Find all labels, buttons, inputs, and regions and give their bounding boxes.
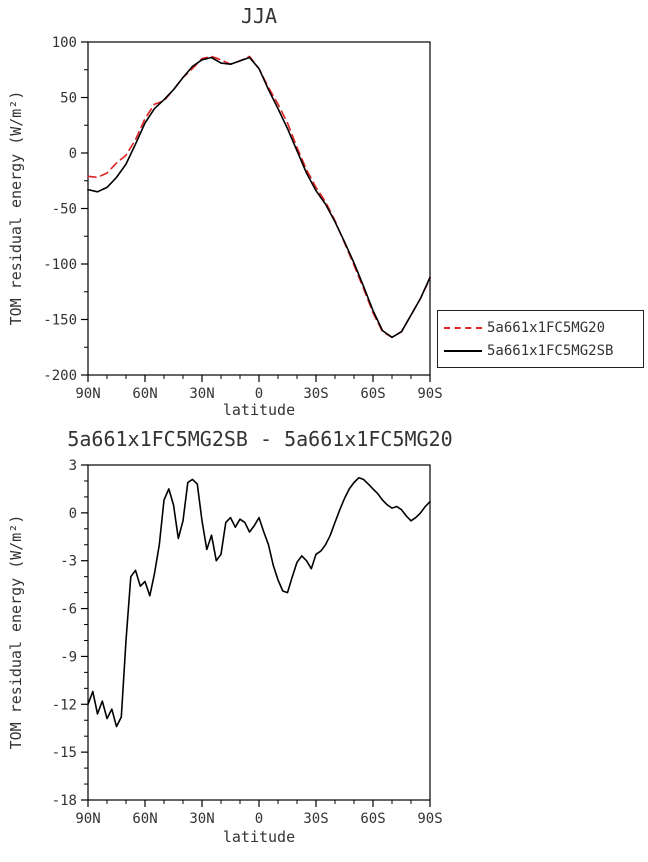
x-tick-label: 90N [75,811,100,827]
difference-x-axis-label: latitude [222,828,296,846]
y-tick-label: -15 [52,745,77,761]
series-line [87,476,431,728]
jja-x-axis-label: latitude [222,401,296,419]
y-tick-label: -50 [52,202,77,218]
x-tick-label: 30N [189,811,214,827]
legend-item-mg20: 5a661x1FC5MG20 [444,320,643,336]
difference-plot-canvas: 90N 60N 30N 0 30S 60S 90S 3 0 -3 -6 -9 -12 -15 -18 [52,458,443,827]
x-tick-label: 30N [189,386,214,402]
y-tick-label: 0 [69,146,77,162]
y-tick-label: -3 [60,554,77,570]
series-line [87,56,431,339]
legend-label-mg2sb: 5a661x1FC5MG2SB [487,342,614,359]
y-tick-label: 100 [52,35,77,51]
y-tick-label: -150 [43,313,77,329]
legend: 5a661x1FC5MG20 5a661x1FC5MG2SB [437,310,644,368]
legend-label-mg20: 5a661x1FC5MG20 [487,319,606,336]
y-tick-label: -100 [43,257,77,273]
y-tick-label: 0 [69,506,77,522]
x-tick-label: 0 [255,386,263,402]
x-tick-label: 60S [360,811,385,827]
red-dashed-line-sample [444,326,482,329]
x-tick-label: 90S [417,386,442,402]
jja-plot-canvas: 90N 60N 30N 0 30S 60S 90S 100 50 0 -50 -100 -150 -200 [43,35,442,402]
x-tick-label: 0 [255,811,263,827]
difference-y-axis-label: TOM residual energy (W/m²) [7,514,25,750]
y-tick-label: -18 [52,793,77,809]
plot-frame [87,464,431,801]
x-tick-label: 30S [303,811,328,827]
y-tick-label: -200 [43,368,77,384]
series-line [87,55,431,339]
jja-chart-title: JJA [240,4,278,28]
x-tick-label: 60S [360,386,385,402]
y-tick-label: 3 [69,458,77,474]
y-tick-label: -6 [60,602,77,618]
jja-chart: JJA 90N 60N 30N 0 30S 60S 90S 100 50 0 -50 -100 -150… [0,0,648,425]
legend-item-mg2sb: 5a661x1FC5MG2SB [444,343,643,359]
black-solid-line-sample [444,349,482,352]
jja-y-axis-label: TOM residual energy (W/m²) [7,90,25,326]
difference-chart-title: 5a661x1FC5MG2SB - 5a661x1FC5MG20 [67,427,453,451]
x-tick-label: 90S [417,811,442,827]
x-tick-label: 90N [75,386,100,402]
x-tick-label: 60N [132,811,157,827]
y-tick-label: -12 [52,697,77,713]
y-tick-label: 50 [60,91,77,107]
difference-chart: 5a661x1FC5MG2SB - 5a661x1FC5MG20 90N 60N 3… [0,425,648,862]
y-tick-label: -9 [60,649,77,665]
x-tick-label: 60N [132,386,157,402]
x-tick-label: 30S [303,386,328,402]
